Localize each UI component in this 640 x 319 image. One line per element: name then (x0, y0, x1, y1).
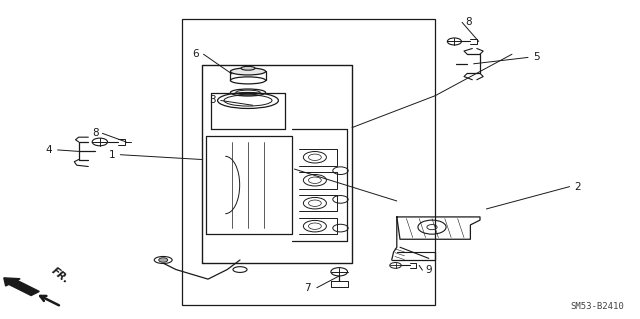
Text: SM53-B2410: SM53-B2410 (570, 302, 624, 311)
Text: FR.: FR. (49, 266, 70, 286)
Text: 4: 4 (46, 145, 52, 155)
Text: 2: 2 (575, 182, 581, 192)
Text: 5: 5 (533, 52, 540, 63)
Text: 6: 6 (192, 49, 198, 59)
Text: 8: 8 (465, 17, 472, 27)
Text: 8: 8 (93, 128, 99, 138)
Circle shape (159, 258, 168, 262)
Text: 1: 1 (109, 150, 115, 160)
FancyArrow shape (4, 278, 39, 295)
Ellipse shape (241, 66, 255, 70)
Text: 7: 7 (304, 283, 310, 293)
Text: 3: 3 (209, 95, 216, 106)
Text: 9: 9 (426, 265, 432, 275)
Bar (182, 19, 435, 305)
Ellipse shape (230, 68, 266, 75)
